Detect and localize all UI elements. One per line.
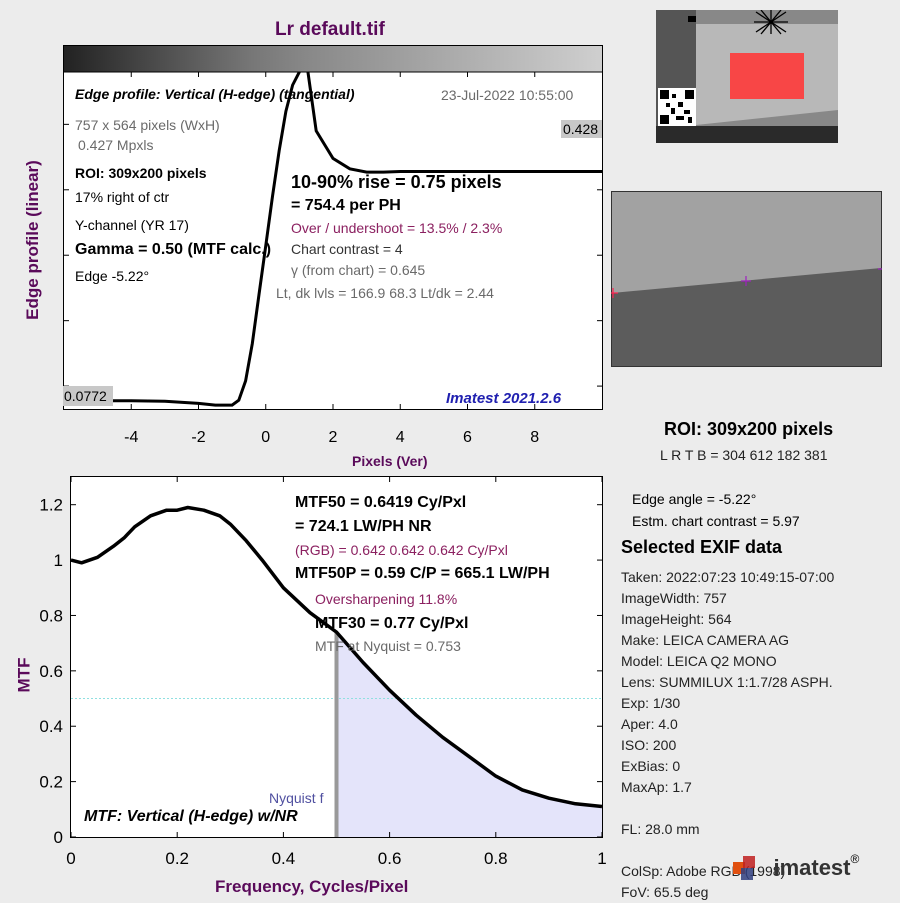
edge-gamma-chart: γ (from chart) = 0.645 xyxy=(291,262,426,278)
edge-xtick-label: 8 xyxy=(530,429,539,446)
exif-item xyxy=(621,798,834,819)
edge-pos: 17% right of ctr xyxy=(75,189,170,205)
mtf-xtick-label: 0.2 xyxy=(165,849,189,868)
edge-high-label: 0.428 xyxy=(563,121,599,137)
mtf-ytick-label: 0.8 xyxy=(39,606,63,625)
mtf50-lwph: = 724.1 LW/PH NR xyxy=(295,518,432,535)
edge-xtick-label: 0 xyxy=(261,429,270,446)
edge-angle-small: Edge -5.22° xyxy=(75,268,150,284)
mtf-xtick-label: 0.8 xyxy=(484,849,508,868)
edge-date: 23-Jul-2022 10:55:00 xyxy=(441,87,574,103)
exif-item: ImageHeight: 564 xyxy=(621,611,732,627)
edge-xtick-label: -4 xyxy=(124,429,138,446)
exif-item: FL: 28.0 mm xyxy=(621,821,700,837)
edge-gamma: Gamma = 0.50 (MTF calc.) xyxy=(75,241,272,258)
exif-title: Selected EXIF data xyxy=(621,537,783,557)
edge-channel: Y-channel (YR 17) xyxy=(75,217,189,233)
mtf-curve xyxy=(70,505,603,809)
edge-overshoot: Over / undershoot = 13.5% / 2.3% xyxy=(291,220,503,236)
imatest-logo-icon xyxy=(733,856,755,880)
edge-low-label: 0.0772 xyxy=(64,388,107,404)
edge-profile-chart: -4 -2 0 2 4 6 8 xyxy=(63,45,603,446)
mtf-ytick-label: 0.2 xyxy=(39,773,63,792)
mtf50p-text: MTF50P = 0.59 C/P = 665.1 LW/PH xyxy=(295,565,550,582)
exif-item: ImageWidth: 757 xyxy=(621,590,727,606)
mtf50-text: MTF50 = 0.6419 Cy/Pxl xyxy=(295,494,467,511)
mtf-rgb: (RGB) = 0.642 0.642 0.642 Cy/Pxl xyxy=(295,542,508,558)
edge-angle: Edge angle = -5.22° xyxy=(632,491,757,507)
edge-xtick-label: 6 xyxy=(463,429,472,446)
imatest-logo-text: imatest xyxy=(773,855,851,880)
edge-heading: Edge profile: Vertical (H-edge) (tangent… xyxy=(75,86,355,102)
edge-version: Imatest 2021.2.6 xyxy=(446,390,562,407)
mtf-xtick-label: 0.6 xyxy=(378,849,402,868)
mtf-xtick-label: 0 xyxy=(66,849,75,868)
exif-item: Make: LEICA CAMERA AG xyxy=(621,632,790,648)
mtf-ytick-label: 0 xyxy=(54,828,63,847)
edge-xlabel: Pixels (Ver) xyxy=(352,453,428,469)
edge-plot-frame xyxy=(63,45,603,410)
exif-item: ISO: 200 xyxy=(621,737,677,753)
edge-xtick-label: -2 xyxy=(191,429,205,446)
mtf-ytick-label: 1.2 xyxy=(39,496,63,515)
exif-item: Aper: 4.0 xyxy=(621,716,678,732)
exif-item: Model: LEICA Q2 MONO xyxy=(621,653,777,669)
chart-contrast: Estm. chart contrast = 5.97 xyxy=(632,513,800,529)
mtf-xtick-label: 1 xyxy=(597,849,606,868)
roi-thumbnail xyxy=(611,191,882,367)
nyquist-bar xyxy=(334,632,339,837)
roi-title: ROI: 309x200 pixels xyxy=(664,419,834,439)
edge-rise: 10-90% rise = 0.75 pixels xyxy=(291,172,502,192)
edge-gray-band xyxy=(64,46,602,72)
edge-per-ph: = 754.4 per PH xyxy=(291,197,401,214)
exif-item: Exp: 1/30 xyxy=(621,695,681,711)
edge-contrast: Chart contrast = 4 xyxy=(291,241,403,257)
exif-item: Taken: 2022:07:23 10:49:15-07:00 xyxy=(621,569,835,585)
edge-levels: Lt, dk lvls = 166.9 68.3 Lt/dk = 2.44 xyxy=(276,285,494,301)
exif-item: Lens: SUMMILUX 1:1.7/28 ASPH. xyxy=(621,674,833,690)
mtf-nyq-value: MTF at Nyquist = 0.753 xyxy=(315,638,461,654)
roi-lrtb: L R T B = 304 612 182 381 xyxy=(660,447,828,463)
oversharp-text: Oversharpening 11.8% xyxy=(315,591,458,607)
edge-size: 757 x 564 pixels (WxH) xyxy=(75,117,220,133)
chart-thumbnail xyxy=(656,10,838,143)
star-chart-icon xyxy=(754,10,788,35)
exif-item: ExBias: 0 xyxy=(621,758,681,774)
imatest-logo: imatest® xyxy=(731,852,859,884)
mtf-ytick-label: 1 xyxy=(54,551,63,570)
mtf30-text: MTF30 = 0.77 Cy/Pxl xyxy=(315,615,469,632)
exif-item: FoV: 65.5 deg xyxy=(621,884,709,900)
mtf-xtick-label: 0.4 xyxy=(272,849,296,868)
mtf-xlabel: Frequency, Cycles/Pixel xyxy=(215,877,409,896)
mtf-caption: MTF: Vertical (H-edge) w/NR xyxy=(84,808,298,825)
mtf-ylabel: MTF xyxy=(14,657,34,693)
mtf-fill-area xyxy=(336,632,602,837)
mtf-ytick-label: 0.6 xyxy=(39,662,63,681)
mtf-ytick-label: 0.4 xyxy=(39,717,63,736)
edge-xtick-label: 2 xyxy=(329,429,338,446)
edge-roi: ROI: 309x200 pixels xyxy=(75,165,207,181)
file-title: Lr default.tif xyxy=(275,19,385,40)
edge-profile-line xyxy=(64,72,602,407)
edge-mpxls: 0.427 Mpxls xyxy=(78,137,154,153)
exif-item: MaxAp: 1.7 xyxy=(621,779,692,795)
nyquist-label: Nyquist f xyxy=(269,790,324,806)
edge-xtick-label: 4 xyxy=(396,429,405,446)
mtf-chart: 0 0.2 0.4 0.6 0.8 1 0 0.2 0.4 0.6 0.8 1 1.2 xyxy=(39,476,607,868)
